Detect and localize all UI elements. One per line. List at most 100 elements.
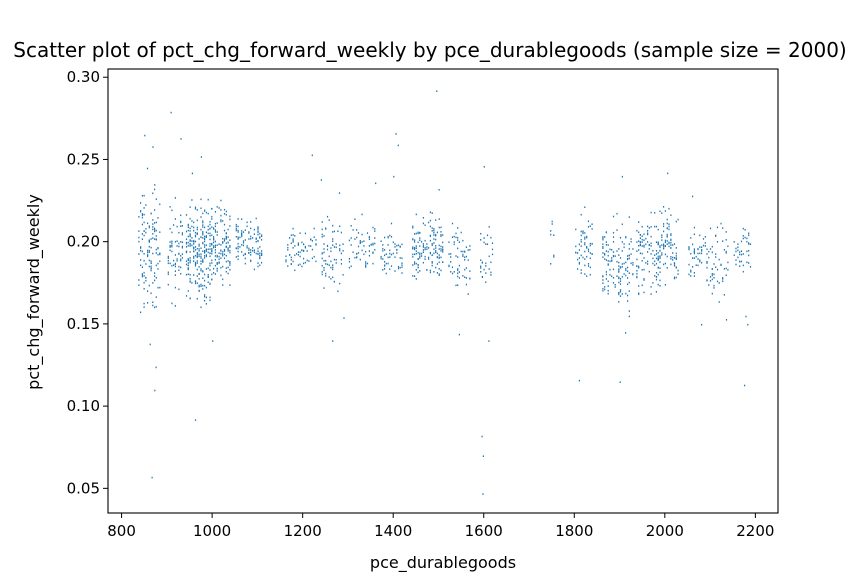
data-point — [292, 241, 294, 243]
data-point — [735, 259, 737, 261]
data-point — [625, 332, 627, 334]
data-point — [709, 227, 712, 230]
data-point — [747, 323, 749, 326]
data-point — [621, 263, 623, 265]
data-point — [697, 258, 699, 260]
data-point — [659, 267, 661, 269]
data-point — [220, 257, 222, 259]
data-point — [257, 228, 259, 230]
data-point — [141, 223, 143, 226]
data-point — [589, 257, 591, 260]
data-point — [200, 257, 202, 259]
data-point — [742, 264, 744, 267]
data-point — [582, 232, 584, 235]
data-point — [229, 249, 231, 252]
data-point — [419, 257, 421, 259]
data-point — [438, 268, 440, 270]
data-point — [140, 259, 142, 261]
data-point — [438, 254, 440, 256]
data-point — [675, 266, 677, 269]
data-point — [675, 258, 677, 260]
data-point — [442, 246, 444, 248]
data-point — [207, 248, 209, 251]
data-point — [453, 241, 455, 243]
data-point — [575, 245, 577, 248]
y-axis: 0.050.100.150.200.250.30 — [67, 68, 108, 497]
data-point — [748, 242, 750, 244]
data-point — [191, 172, 193, 175]
data-point — [250, 251, 252, 254]
data-point — [584, 232, 586, 234]
data-point — [431, 244, 433, 247]
data-point — [621, 223, 623, 226]
data-point — [647, 251, 649, 253]
data-point — [200, 236, 202, 238]
data-point — [211, 248, 213, 250]
data-point — [384, 236, 386, 239]
data-point — [213, 237, 215, 240]
data-point — [261, 261, 263, 264]
data-point — [147, 249, 149, 252]
data-point — [722, 280, 724, 282]
data-point — [412, 256, 414, 258]
data-point — [220, 266, 222, 269]
data-point — [299, 251, 301, 254]
data-point — [196, 252, 198, 255]
data-point — [191, 199, 193, 201]
data-point — [666, 222, 668, 225]
data-point — [214, 229, 216, 231]
data-point — [584, 273, 586, 275]
data-point — [368, 238, 370, 240]
data-point — [138, 240, 140, 243]
data-point — [746, 261, 748, 264]
data-point — [204, 246, 206, 248]
data-point — [225, 214, 227, 216]
data-point — [141, 238, 143, 240]
data-point — [340, 231, 342, 234]
data-point — [693, 252, 695, 255]
data-point — [690, 237, 692, 239]
data-point — [303, 249, 305, 252]
data-point — [415, 262, 417, 265]
data-point — [551, 223, 553, 225]
data-point — [225, 267, 227, 269]
data-point — [701, 250, 703, 252]
data-point — [152, 252, 154, 255]
data-point — [440, 248, 442, 250]
data-point — [363, 245, 365, 247]
data-point — [490, 274, 492, 276]
data-point — [211, 252, 213, 255]
data-point — [147, 254, 149, 256]
data-point — [737, 256, 739, 259]
data-point — [628, 254, 630, 257]
data-point — [357, 245, 360, 248]
data-point — [673, 257, 676, 259]
data-point — [205, 231, 207, 234]
data-point — [292, 238, 294, 240]
data-point — [670, 214, 672, 216]
data-point — [668, 242, 670, 245]
data-point — [602, 279, 604, 281]
data-point — [725, 231, 727, 233]
data-point — [654, 225, 656, 228]
data-point — [225, 237, 227, 239]
data-point — [451, 222, 454, 225]
data-point — [227, 228, 229, 231]
data-point — [417, 241, 419, 244]
data-point — [152, 223, 154, 225]
data-point — [668, 241, 670, 244]
data-point — [242, 244, 245, 247]
data-point — [673, 277, 676, 280]
data-point — [159, 253, 161, 256]
data-point — [154, 238, 156, 240]
data-point — [748, 234, 750, 237]
data-point — [259, 236, 261, 238]
x-axis: 800 1000 1200 1400 1600 1800 2000 2200 — [107, 513, 774, 540]
data-point — [250, 254, 252, 256]
data-point — [148, 249, 150, 252]
data-point — [311, 257, 313, 260]
data-point — [292, 260, 294, 263]
data-point — [253, 228, 255, 231]
data-point — [211, 262, 213, 264]
data-point — [469, 277, 471, 280]
